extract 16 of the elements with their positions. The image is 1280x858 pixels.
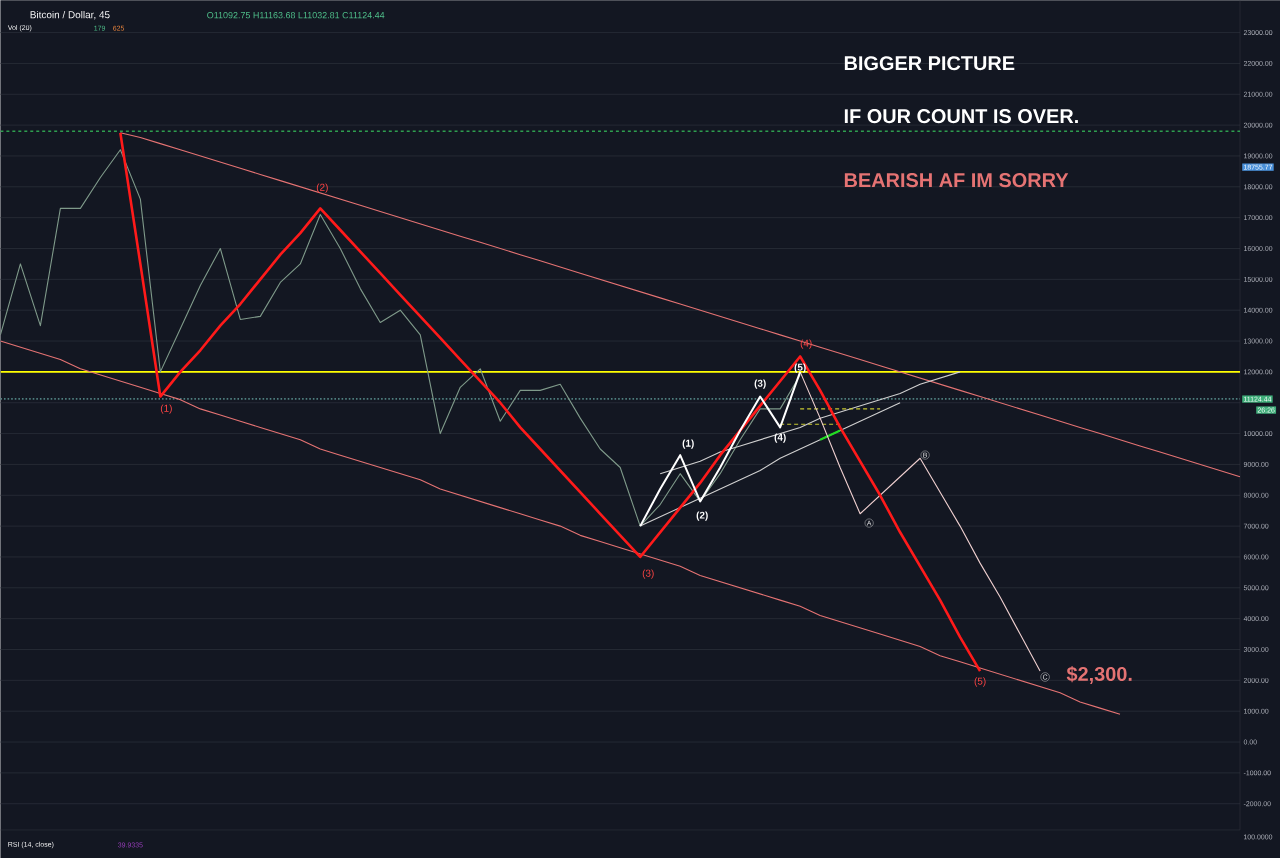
text: BIGGER PICTURE	[844, 56, 1015, 71]
annotation: $2,300.	[1066, 666, 1132, 684]
annotation: (5)	[794, 363, 806, 373]
annotation: (3)	[754, 379, 766, 389]
annotation: (1)	[682, 439, 694, 449]
annotation: BEARISH AF IM SORRY	[844, 173, 1069, 188]
annotation: (3)	[642, 569, 654, 579]
annotation: (4)	[800, 339, 812, 349]
annotation: (5)	[974, 677, 986, 687]
text: IF OUR COUNT IS OVER.	[844, 109, 1078, 124]
annotation: (4)	[774, 433, 786, 443]
annotation: Bitcoin / Dollar, 45	[30, 10, 110, 20]
annotation: (1)	[160, 404, 172, 414]
annotation: (2)	[316, 183, 328, 193]
annotation: O11092.75 H11163.68 L11032.81 C11124.44	[207, 12, 385, 19]
annotation: (2)	[696, 511, 708, 521]
